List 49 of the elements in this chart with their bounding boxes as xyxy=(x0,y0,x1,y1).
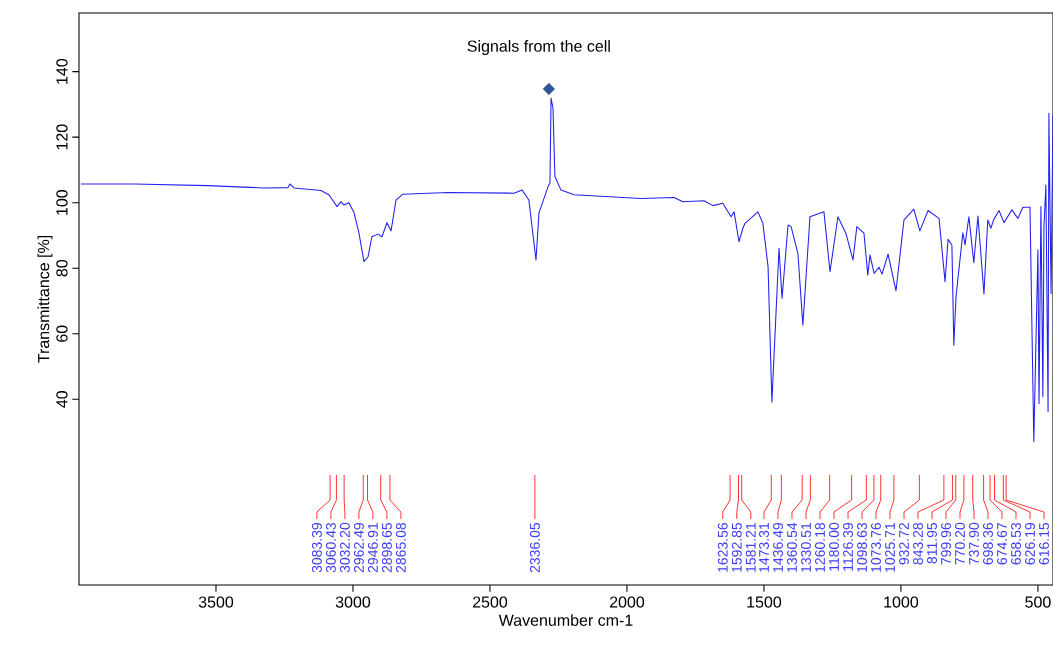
annotation: 3083.39 xyxy=(311,522,322,573)
y-tick-label: 60 xyxy=(56,325,68,342)
annotation: 1180.00 xyxy=(829,522,839,571)
annotation: 1073.76 xyxy=(871,522,881,572)
annotation: 811.95 xyxy=(927,522,937,564)
annotation: 1581.21 xyxy=(745,522,756,572)
line-series xyxy=(80,97,1053,443)
x-tick-label: 3500 xyxy=(198,596,234,608)
x-tick-label: 3000 xyxy=(335,596,371,608)
annotation: 1473.31 xyxy=(759,522,769,572)
annotation: 1592.85 xyxy=(731,522,742,572)
annotation: 658.53 xyxy=(1011,522,1021,565)
annotation: 737.90 xyxy=(969,522,979,565)
annotation: 1126.39 xyxy=(843,522,853,571)
annotation: 1436.49 xyxy=(773,522,783,572)
annotation: 698.36 xyxy=(983,522,993,565)
annotation: 674.67 xyxy=(997,523,1007,565)
y-tick-label: 120 xyxy=(56,124,68,150)
x-axis-title: Wavenumber cm-1 xyxy=(498,614,633,626)
annotation: 616.15 xyxy=(1039,522,1049,565)
annotation: 843.28 xyxy=(913,522,923,565)
annotation: 770.20 xyxy=(955,522,965,565)
annotation: 3032.20 xyxy=(339,522,350,573)
annotation: 3060.43 xyxy=(325,522,336,573)
annotation: 1098.63 xyxy=(857,522,867,572)
annotation: 2898.65 xyxy=(381,522,392,573)
x-tick-label: 500 xyxy=(1025,596,1051,608)
annotation: 1330.51 xyxy=(801,522,811,572)
y-tick-label: 40 xyxy=(56,390,68,408)
annotation: 1623.56 xyxy=(717,522,728,572)
x-tick-label: 2000 xyxy=(609,596,645,608)
annotation: 2336.05 xyxy=(529,522,540,573)
annotation: 1260.18 xyxy=(815,522,825,572)
x-tick-label: 1500 xyxy=(747,596,782,608)
annotation: Signals from the cell xyxy=(467,40,610,55)
annotation: 2865.08 xyxy=(395,522,406,573)
y-tick-label: 100 xyxy=(56,189,68,215)
y-tick-label: 140 xyxy=(56,58,68,84)
annotation: 2962.49 xyxy=(353,522,364,573)
x-tick-label: 1000 xyxy=(884,596,919,608)
annotation: 2946.91 xyxy=(367,522,378,573)
annotation: 626.19 xyxy=(1025,522,1035,565)
annotation: 1360.54 xyxy=(787,522,797,572)
annotation: 799.96 xyxy=(941,522,951,565)
annotation: 1025.71 xyxy=(885,522,895,572)
annotation: 932.72 xyxy=(899,523,909,565)
x-tick-label: 2500 xyxy=(472,596,508,608)
y-axis-title: Transmittance [%] xyxy=(37,235,53,363)
y-tick-label: 80 xyxy=(56,259,68,277)
